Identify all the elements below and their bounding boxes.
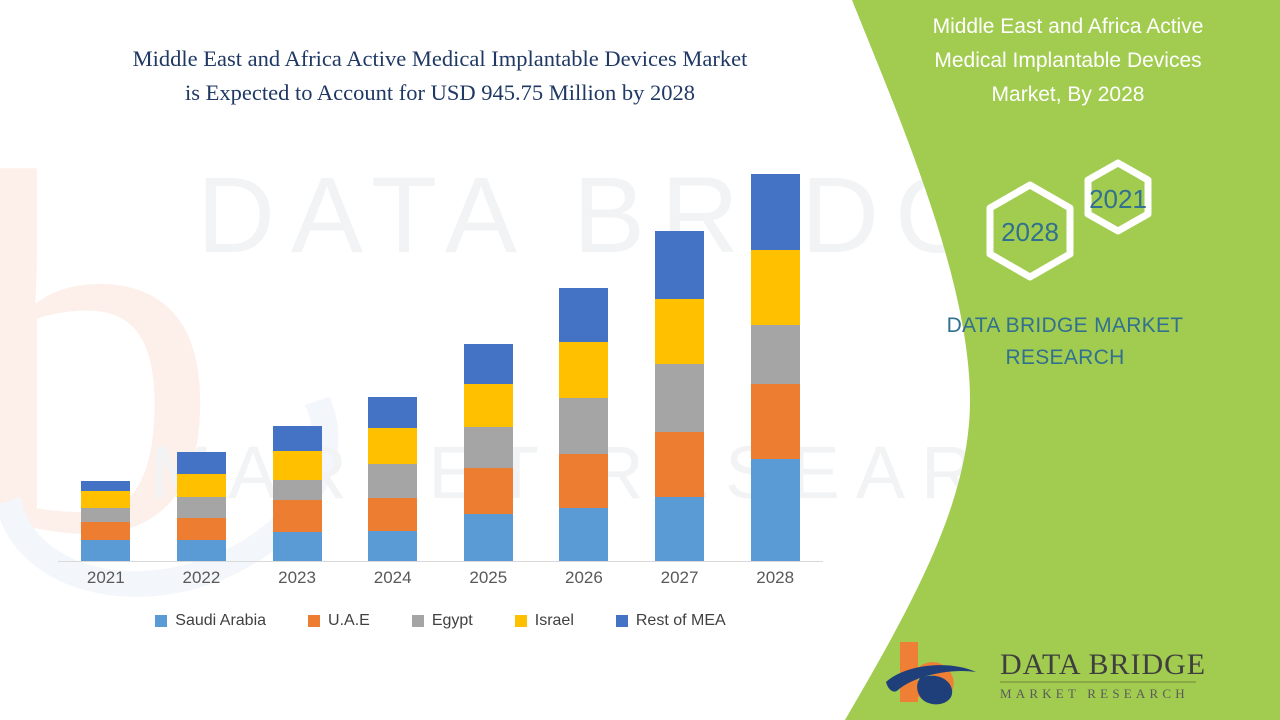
bar-segment [463, 384, 513, 428]
bar-segment [750, 384, 800, 460]
bar-group [58, 150, 823, 561]
legend-swatch-icon [155, 615, 168, 627]
x-axis-label-2022: 2022 [182, 568, 221, 587]
legend-label: Rest of MEA [635, 612, 726, 629]
bar-segment [655, 299, 705, 364]
x-axis-label-2024: 2024 [373, 568, 412, 587]
bar-segment [176, 452, 226, 474]
bar-slot [727, 150, 823, 561]
bar-segment [368, 498, 418, 532]
bar-segment [559, 287, 609, 343]
bar-segment [272, 479, 322, 501]
bar-segment [463, 427, 513, 468]
bar-slot [536, 150, 632, 561]
bar-segment [559, 454, 609, 508]
legend-item-u-a-e[interactable]: U.A.E [308, 612, 370, 630]
legend-item-egypt[interactable]: Egypt [411, 612, 473, 630]
stacked-bar-2026[interactable] [559, 287, 609, 561]
bar-segment [750, 459, 800, 561]
bar-segment [655, 231, 705, 300]
bar-segment [81, 540, 131, 561]
legend-swatch-icon [411, 615, 424, 627]
legend-item-israel[interactable]: Israel [514, 612, 574, 630]
bar-slot [154, 150, 250, 561]
bar-segment [272, 532, 322, 561]
x-axis-label-2025: 2025 [469, 568, 508, 587]
bar-segment [272, 426, 322, 452]
bar-segment [559, 342, 609, 398]
chart-title: Middle East and Africa Active Medical Im… [60, 42, 820, 110]
x-axis-label-2027: 2027 [660, 568, 699, 587]
bar-segment [750, 249, 800, 325]
bar-segment [463, 467, 513, 514]
stacked-bar-2023[interactable] [272, 426, 322, 561]
bar-slot [632, 150, 728, 561]
bar-segment [81, 507, 131, 522]
x-axis-label-2023: 2023 [278, 568, 316, 587]
stacked-bar-2025[interactable] [463, 344, 513, 561]
bar-segment [272, 500, 322, 533]
stacked-bar-2028[interactable] [750, 173, 800, 561]
bar-segment [559, 507, 609, 561]
bar-segment [655, 363, 705, 432]
bar-segment [81, 491, 131, 508]
x-axis-labels: 2021 2022 2023 2024 2025 2026 2027 2028 [58, 568, 823, 588]
bar-segment [81, 480, 131, 492]
chart-title-line-1: Middle East and Africa Active Medical Im… [132, 46, 748, 71]
legend-item-saudi-arabia[interactable]: Saudi Arabia [155, 612, 266, 630]
chart-legend: Saudi Arabia U.A.E Egypt Israel Rest of MEA [58, 612, 823, 630]
green-side-panel [820, 0, 1280, 720]
stacked-bar-chart [58, 150, 823, 562]
stacked-bar-2027[interactable] [655, 231, 705, 561]
bar-segment [368, 464, 418, 499]
bar-segment [463, 513, 513, 561]
bar-segment [655, 431, 705, 498]
legend-swatch-icon [615, 615, 628, 627]
bar-segment [176, 497, 226, 518]
stacked-bar-2024[interactable] [368, 396, 418, 561]
bar-slot [345, 150, 441, 561]
bar-segment [176, 517, 226, 541]
bar-segment [368, 428, 418, 465]
legend-label: U.A.E [328, 612, 370, 629]
bar-segment [272, 451, 322, 480]
bar-slot [58, 150, 154, 561]
chart-title-line-2: is Expected to Account for USD 945.75 Mi… [185, 80, 695, 105]
bar-segment [750, 173, 800, 250]
bar-segment [176, 540, 226, 561]
bar-segment [81, 521, 131, 541]
x-axis-label-2026: 2026 [565, 568, 603, 587]
stacked-bar-2021[interactable] [81, 480, 131, 561]
legend-swatch-icon [308, 615, 321, 627]
bar-segment [655, 497, 705, 561]
bar-segment [559, 397, 609, 455]
bar-segment [368, 531, 418, 561]
x-axis-label-2028: 2028 [756, 568, 795, 587]
bar-segment [750, 324, 800, 385]
legend-label: Egypt [431, 612, 473, 629]
bar-segment [463, 344, 513, 385]
legend-swatch-icon [514, 615, 527, 627]
legend-item-rest-of-mea[interactable]: Rest of MEA [615, 612, 726, 630]
x-axis-line [58, 561, 823, 562]
bar-segment [176, 473, 226, 498]
x-axis-label-2021: 2021 [86, 568, 125, 587]
legend-label: Israel [534, 612, 574, 629]
bar-segment [368, 396, 418, 429]
bar-slot [249, 150, 345, 561]
bar-slot [441, 150, 537, 561]
stacked-bar-2022[interactable] [176, 452, 226, 561]
legend-label: Saudi Arabia [175, 612, 267, 629]
